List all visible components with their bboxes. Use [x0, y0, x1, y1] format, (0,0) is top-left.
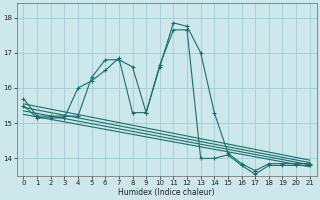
X-axis label: Humidex (Indice chaleur): Humidex (Indice chaleur) — [118, 188, 215, 197]
